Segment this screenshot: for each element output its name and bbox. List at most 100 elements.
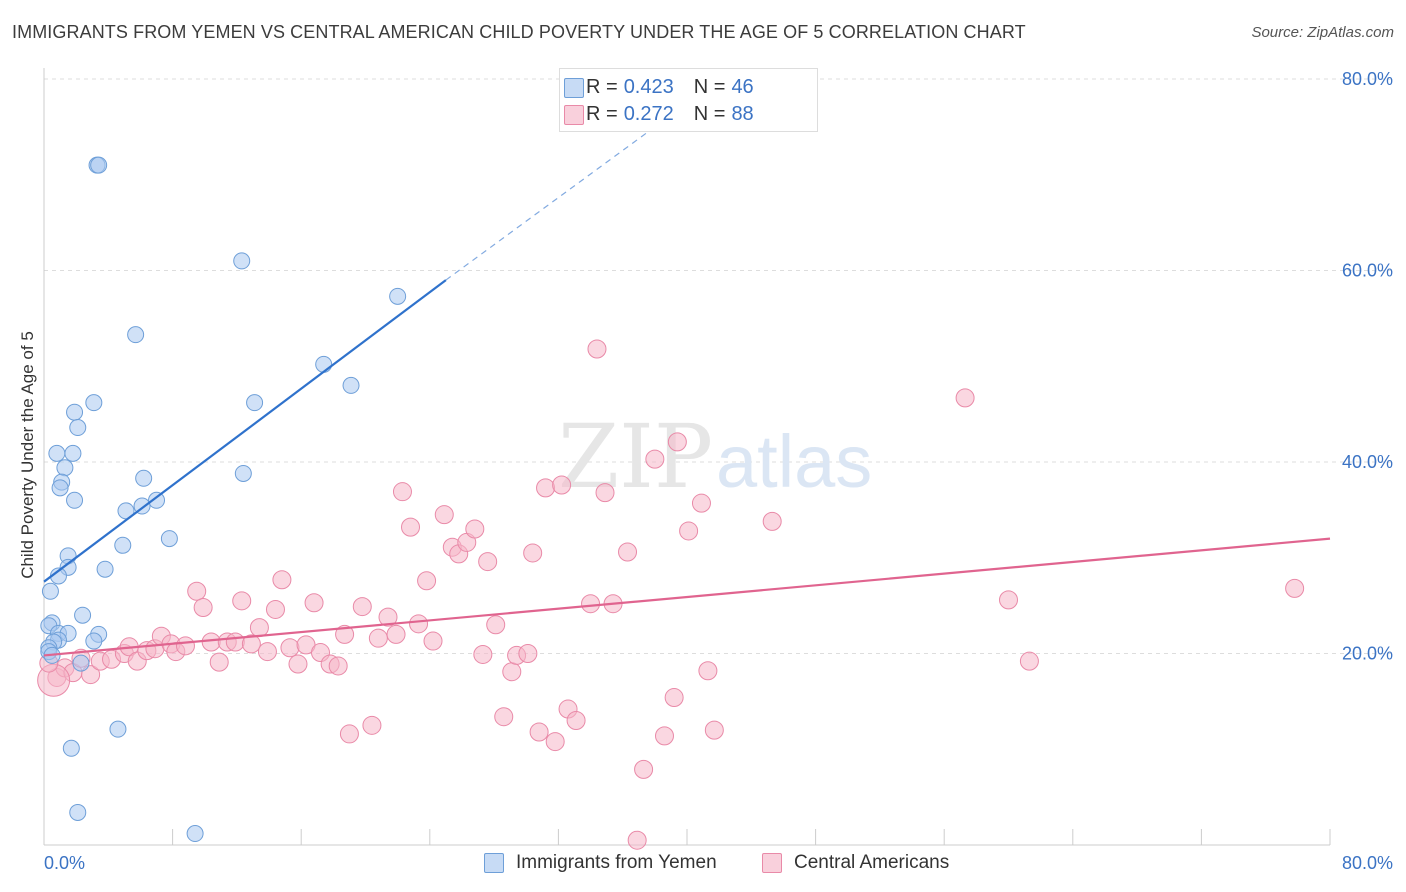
data-point-central-americans (257, 642, 277, 662)
data-point-yemen (233, 252, 251, 270)
trend-line-yemen (43, 279, 447, 583)
data-point-yemen (51, 479, 69, 497)
data-point-yemen (96, 560, 114, 578)
data-point-central-americans (225, 632, 245, 652)
n-value: 88 (731, 102, 754, 125)
data-point-central-americans (288, 654, 308, 674)
data-point-central-americans (552, 475, 572, 495)
tick-labels: 20.0% 40.0% 60.0% 80.0% 0.0% 80.0% (44, 69, 1393, 873)
data-point-yemen (109, 720, 127, 738)
data-point-yemen (234, 464, 252, 482)
data-point-central-americans (265, 599, 285, 619)
legend-swatch-central-americans (564, 105, 584, 125)
data-point-central-americans (272, 570, 292, 590)
legend-swatch-central-americans (762, 853, 782, 873)
x-tick-label: 0.0% (44, 853, 85, 873)
r-label: R = (586, 102, 618, 125)
data-point-central-americans (280, 638, 300, 658)
data-point-central-americans (581, 594, 601, 614)
chart-title: IMMIGRANTS FROM YEMEN VS CENTRAL AMERICA… (12, 22, 1026, 42)
y-tick-label: 80.0% (1342, 69, 1393, 89)
legend-item-yemen[interactable]: Immigrants from Yemen (484, 852, 717, 874)
data-point-central-americans (187, 581, 207, 601)
data-point-central-americans (352, 597, 372, 617)
data-point-central-americans (232, 591, 252, 611)
data-point-yemen (389, 287, 407, 305)
data-point-central-americans (201, 632, 221, 652)
data-point-central-americans (423, 631, 443, 651)
data-point-central-americans (664, 688, 684, 708)
data-point-central-americans (401, 517, 421, 537)
data-point-yemen (66, 403, 84, 421)
data-point-central-americans (304, 593, 324, 613)
y-tick-label: 60.0% (1342, 261, 1393, 281)
watermark: ZIP atlas (558, 405, 872, 508)
data-point-central-americans (536, 478, 556, 498)
data-point-central-americans (241, 634, 261, 654)
data-point-central-americans (618, 542, 638, 562)
data-point-yemen (186, 825, 204, 843)
data-point-yemen (56, 459, 74, 477)
watermark-atlas: atlas (716, 420, 872, 503)
data-point-central-americans (249, 618, 269, 638)
legend-item-central-americans[interactable]: Central Americans (762, 852, 949, 874)
central-americans-points (37, 339, 1305, 850)
legend-label-central-americans: Central Americans (794, 852, 950, 873)
series-legend: Immigrants from Yemen Central Americans (0, 852, 1406, 878)
data-point-central-americans (679, 521, 699, 541)
data-point-central-americans (417, 571, 437, 591)
watermark-zip: ZIP (558, 405, 713, 508)
data-point-central-americans (81, 665, 101, 685)
data-point-central-americans (762, 511, 782, 531)
legend-row-yemen: R = 0.423 N = 46 (564, 75, 754, 98)
data-point-central-americans (339, 724, 359, 744)
data-point-central-americans (494, 707, 514, 727)
data-point-central-americans (627, 830, 647, 850)
data-point-central-americans (654, 726, 674, 746)
data-point-central-americans (209, 652, 229, 672)
data-point-central-americans (328, 656, 348, 676)
legend-swatch-yemen (484, 853, 504, 873)
data-point-yemen (85, 632, 103, 650)
data-point-central-americans (529, 722, 549, 742)
data-point-central-americans (1019, 651, 1039, 671)
data-point-yemen (148, 491, 166, 509)
data-point-yemen (85, 394, 103, 412)
data-point-central-americans (634, 759, 654, 779)
yemen-points (40, 156, 407, 843)
data-point-yemen (66, 491, 84, 509)
data-point-central-americans (478, 552, 498, 572)
data-point-yemen (69, 419, 87, 437)
data-point-central-americans (698, 661, 718, 681)
data-point-central-americans (955, 388, 975, 408)
data-point-central-americans (645, 449, 665, 469)
legend-swatch-yemen (564, 78, 584, 98)
correlation-legend: R = 0.423 N = 46 R = 0.272 N = 88 (559, 68, 818, 132)
trend-lines (43, 126, 1331, 657)
x-tick-label: 80.0% (1342, 853, 1393, 873)
data-point-central-americans (486, 615, 506, 635)
n-value: 46 (731, 75, 754, 98)
data-point-central-americans (392, 482, 412, 502)
source-label: Source: ZipAtlas.com (1251, 24, 1394, 41)
data-point-yemen (246, 394, 264, 412)
data-point-central-americans (378, 607, 398, 627)
trend-line-central-americans (43, 537, 1331, 657)
data-point-yemen (315, 355, 333, 373)
data-point-central-americans (667, 432, 687, 452)
grid-layer (44, 78, 1392, 654)
n-label: N = (693, 75, 726, 98)
data-point-central-americans (999, 590, 1018, 610)
data-point-yemen (90, 156, 108, 174)
data-point-central-americans (1285, 578, 1305, 598)
data-point-yemen (48, 444, 66, 462)
data-point-central-americans (523, 543, 543, 563)
data-point-yemen (41, 582, 59, 600)
data-point-central-americans (518, 644, 538, 663)
data-point-central-americans (595, 483, 615, 503)
n-label: N = (693, 102, 726, 125)
data-point-yemen (342, 376, 360, 394)
data-point-central-americans (502, 662, 522, 682)
data-point-central-americans (175, 636, 195, 656)
data-point-yemen (64, 444, 82, 462)
